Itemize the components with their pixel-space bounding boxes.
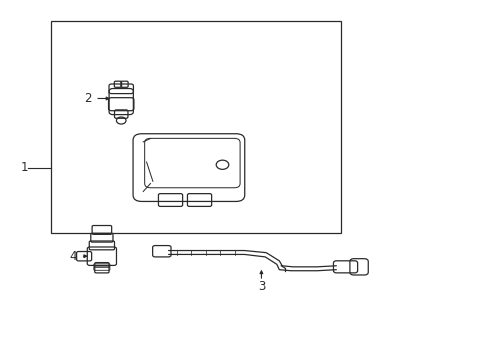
Text: 2: 2 bbox=[83, 92, 91, 105]
Text: 3: 3 bbox=[257, 280, 264, 293]
Bar bbox=[51, 21, 341, 233]
Text: 4: 4 bbox=[69, 250, 77, 263]
Text: 1: 1 bbox=[21, 161, 28, 174]
